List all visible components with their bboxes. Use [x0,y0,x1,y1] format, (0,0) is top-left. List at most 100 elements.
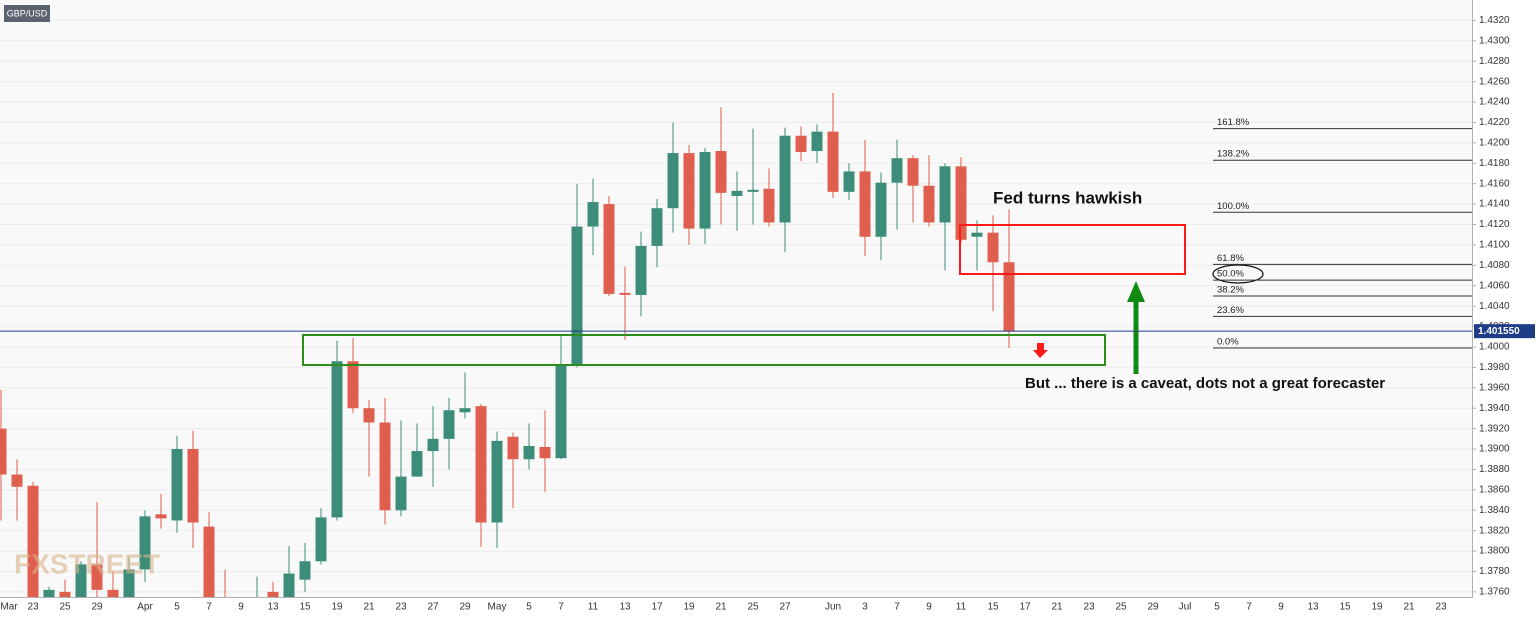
candle-body [907,158,919,186]
candle-body [507,436,519,460]
candle-body [763,188,775,223]
x-tick-label: 11 [588,602,599,613]
candle-body [683,153,695,229]
candle-body [299,561,311,580]
x-tick-label: 17 [651,602,663,613]
x-tick-label: 7 [894,602,900,613]
x-tick-label: 3 [862,602,868,613]
x-tick-label: 7 [558,602,564,613]
x-tick-label: Jul [1179,602,1192,613]
candle-body [571,226,583,366]
x-tick-label: 29 [1147,602,1159,613]
x-tick-label: 5 [1214,602,1220,613]
y-tick-label: 1.4240 [1479,97,1510,108]
x-tick-label: Jun [825,602,841,613]
y-tick-label: 1.4080 [1479,260,1510,271]
candle-body [155,514,167,519]
x-tick-label: 23 [1083,602,1095,613]
last-price-label: 1.401550 [1478,326,1520,337]
y-tick-label: 1.4280 [1479,56,1510,67]
fib-level-label: 0.0% [1217,337,1239,348]
x-tick-label: 13 [1307,602,1319,613]
highlight-ellipse [1212,264,1264,284]
candle-body [939,166,951,223]
candle-body [107,589,119,597]
candle-body [475,406,487,523]
y-tick-label: 1.4320 [1479,15,1510,26]
fib-level-label: 50.0% [1217,269,1244,280]
candle-body [587,202,599,227]
y-tick-label: 1.4260 [1479,76,1510,87]
y-tick-label: 1.4140 [1479,199,1510,210]
candle-body [443,410,455,439]
x-tick-label: 9 [238,602,244,613]
x-tick-label: 7 [1246,602,1252,613]
candle-body [139,516,151,570]
symbol-badge [4,5,50,22]
candle-body [539,446,551,459]
y-tick-label: 1.3780 [1479,566,1510,577]
x-tick-label: 9 [926,602,932,613]
candle-body [715,151,727,193]
y-tick-label: 1.3860 [1479,484,1510,495]
x-tick-label: 17 [1019,602,1031,613]
x-tick-label: 5 [526,602,532,613]
x-tick-label: 29 [459,602,471,613]
candle-body [875,182,887,237]
candle-body [955,166,967,240]
support-zone [302,334,1106,366]
x-tick-label: 15 [987,602,999,613]
plot-background [0,0,1472,597]
y-tick-label: 1.3820 [1479,525,1510,536]
x-tick-label: 25 [747,602,759,613]
y-tick-label: 1.4180 [1479,158,1510,169]
annotation: But ... there is a caveat, dots not a gr… [1025,375,1385,392]
candle-body [379,422,391,511]
candle-body [459,408,471,413]
x-tick-label: 19 [683,602,695,613]
watermark: FXSTREET [14,548,160,579]
candle-body [171,449,183,521]
candle-body [283,573,295,597]
y-tick-label: 1.3920 [1479,423,1510,434]
x-tick-label: 21 [1403,602,1415,613]
candle-body [667,153,679,209]
candle-body [75,564,87,597]
x-tick-label: 25 [59,602,71,613]
x-tick-label: 29 [91,602,103,613]
x-tick-label: 13 [267,602,279,613]
candle-body [411,451,423,477]
x-tick-label: 23 [395,602,407,613]
x-tick-label: 19 [331,602,343,613]
candle-body [811,131,823,152]
candle-body [795,135,807,153]
candle-body [43,589,55,597]
candle-body [363,408,375,423]
y-tick-label: 1.3800 [1479,546,1510,557]
candle-body [827,131,839,192]
x-tick-label: 7 [206,602,212,613]
candle-body [331,361,343,518]
candle-body [11,474,23,487]
x-tick-label: 5 [174,602,180,613]
y-tick-label: 1.3840 [1479,505,1510,516]
x-tick-label: 15 [1339,602,1351,613]
candle-body [267,591,279,597]
candle-body [923,185,935,223]
y-tick-label: 1.4120 [1479,219,1510,230]
x-tick-label: 23 [27,602,39,613]
chart-title: GBP/USD [7,8,48,18]
last-price-badge [1474,324,1535,339]
fib-level-label: 38.2% [1217,284,1244,295]
x-tick-label: 27 [779,602,791,613]
candle-body [635,245,647,295]
candle-body [747,189,759,192]
candle-body [523,445,535,460]
x-tick-label: 23 [1435,602,1447,613]
time-axis-background [0,598,1473,618]
up-arrow-head [1127,281,1145,302]
fib-level-label: 61.8% [1217,253,1244,264]
candle-body [699,152,711,229]
y-tick-label: 1.3960 [1479,382,1510,393]
